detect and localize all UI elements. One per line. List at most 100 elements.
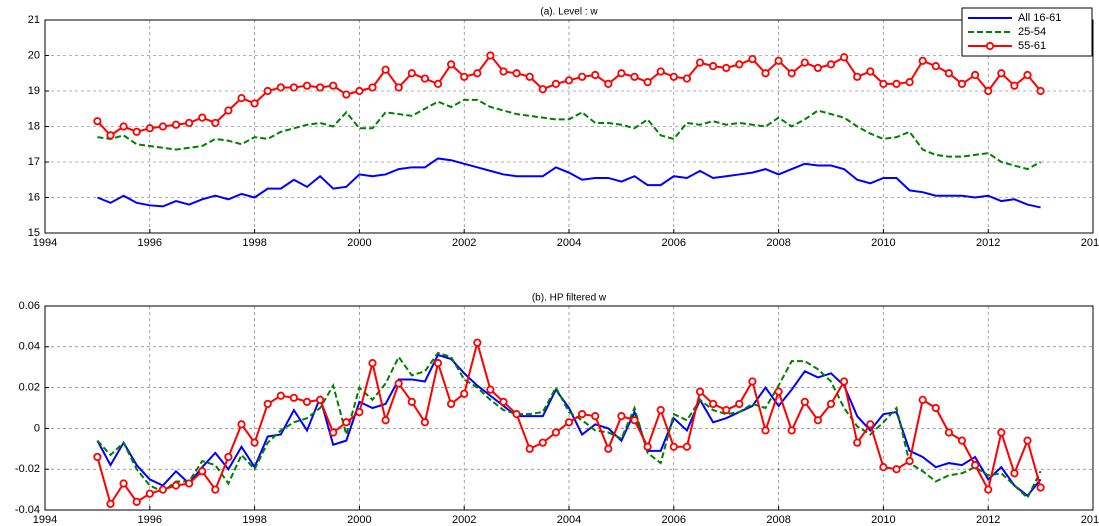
point — [748, 377, 757, 386]
point — [617, 69, 626, 78]
point — [866, 420, 875, 429]
point — [512, 410, 521, 419]
point — [1036, 86, 1045, 96]
point — [551, 79, 561, 89]
point — [695, 58, 705, 67]
x-tick-label: 1996 — [138, 237, 162, 249]
point — [250, 438, 259, 447]
point — [355, 407, 364, 417]
point — [997, 69, 1006, 78]
legend-marker — [985, 41, 995, 51]
point — [237, 94, 246, 103]
point — [315, 395, 325, 404]
y-tick-label: 0 — [34, 422, 40, 434]
point — [957, 436, 967, 445]
point — [682, 74, 692, 83]
x-tick-label: 2014 — [1081, 237, 1099, 249]
point — [302, 81, 312, 90]
point — [486, 385, 495, 394]
point — [813, 416, 823, 425]
point — [591, 70, 600, 80]
point — [368, 359, 377, 368]
point — [263, 86, 272, 96]
point — [800, 58, 809, 67]
point — [342, 418, 351, 427]
point — [630, 416, 639, 425]
point — [564, 76, 574, 85]
point — [656, 405, 665, 415]
point — [787, 69, 796, 78]
point — [839, 377, 849, 386]
point — [145, 124, 154, 133]
point — [918, 56, 927, 65]
x-tick-label: 2010 — [871, 514, 895, 526]
point — [722, 63, 731, 73]
point — [800, 397, 809, 406]
x-tick-label: 2012 — [976, 514, 1000, 526]
x-tick-label: 2006 — [662, 237, 686, 249]
point — [577, 72, 587, 81]
point — [420, 418, 429, 427]
point — [761, 426, 770, 435]
point — [446, 60, 456, 69]
point — [1023, 436, 1032, 445]
point — [132, 497, 141, 506]
point — [132, 127, 141, 136]
point — [604, 79, 613, 89]
point — [276, 83, 285, 92]
point — [1036, 483, 1045, 492]
point — [892, 79, 901, 89]
point — [879, 79, 888, 89]
legend-label: 25-54 — [1018, 26, 1046, 38]
x-tick-label: 1996 — [138, 514, 162, 526]
point — [1023, 70, 1032, 80]
x-tick-label: 2004 — [557, 237, 581, 249]
point — [748, 54, 757, 64]
y-tick-label: 18 — [28, 120, 40, 132]
point — [525, 444, 534, 453]
point — [538, 85, 547, 94]
point — [918, 395, 927, 404]
point — [604, 444, 613, 453]
y-tick-label: 16 — [28, 191, 40, 203]
point — [643, 78, 652, 87]
point — [499, 397, 508, 406]
point — [106, 499, 115, 508]
point — [145, 489, 154, 498]
point — [250, 99, 259, 108]
x-tick-label: 1998 — [242, 237, 266, 249]
point — [826, 60, 836, 69]
point — [171, 481, 181, 490]
point — [722, 405, 731, 415]
x-tick-label: 2004 — [557, 514, 581, 526]
point — [460, 389, 469, 398]
x-tick-label: 1998 — [242, 514, 266, 526]
point — [997, 428, 1006, 437]
point — [211, 485, 220, 494]
point — [315, 83, 325, 92]
point — [591, 412, 600, 421]
x-tick-label: 2014 — [1081, 514, 1099, 526]
point — [289, 393, 298, 402]
point — [866, 67, 875, 76]
y-tick-label: 0.06 — [19, 300, 40, 312]
point — [669, 72, 678, 81]
y-tick-label: 0.02 — [19, 382, 40, 394]
point — [185, 118, 194, 128]
point — [224, 452, 233, 462]
point — [708, 399, 718, 409]
x-tick-label: 2000 — [347, 237, 371, 249]
point — [473, 338, 482, 347]
x-tick-label: 2000 — [347, 514, 371, 526]
x-tick-label: 2012 — [976, 237, 1000, 249]
y-tick-label: 21 — [28, 14, 40, 26]
point — [905, 456, 914, 466]
point — [735, 399, 744, 409]
point — [761, 69, 770, 78]
series-line — [96, 351, 1042, 500]
point — [512, 69, 521, 78]
legend-box — [961, 7, 1093, 57]
x-tick-label: 2002 — [452, 514, 476, 526]
point — [853, 438, 862, 447]
